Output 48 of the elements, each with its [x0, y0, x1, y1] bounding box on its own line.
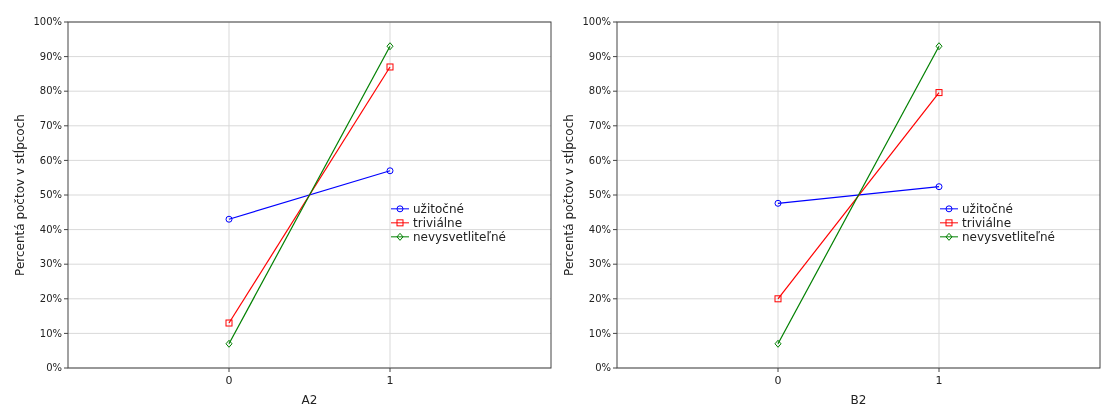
point	[774, 199, 782, 207]
point	[935, 89, 943, 97]
y-tick-label: 90%	[39, 50, 62, 62]
legend-label: nevysvetliteľné	[413, 230, 506, 245]
point	[386, 167, 394, 175]
x-axis-title: A2	[301, 393, 318, 407]
y-tick-label: 20%	[39, 293, 62, 304]
legend-label: triviálne	[962, 216, 1012, 231]
y-tick-label: 0%	[46, 362, 62, 374]
y-tick-label: 50%	[588, 189, 611, 201]
x-tick-label: 1	[386, 374, 394, 387]
y-tick-label: 70%	[39, 120, 62, 131]
y-tick-label: 0%	[595, 362, 611, 374]
y-tick-label: 80%	[588, 85, 611, 97]
point	[386, 42, 394, 51]
point	[935, 183, 943, 191]
y-tick-label: 40%	[39, 223, 62, 235]
point	[774, 295, 782, 303]
y-tick-label: 50%	[39, 189, 62, 201]
point	[935, 42, 943, 51]
y-tick-label: 10%	[588, 327, 611, 339]
y-tick-label: 100%	[33, 16, 62, 28]
point	[774, 339, 782, 348]
legend-label: triviálne	[413, 216, 463, 231]
y-tick-label: 30%	[588, 258, 611, 270]
point	[225, 319, 233, 327]
x-tick-label: 0	[225, 374, 233, 387]
y-axis-title: Percentá počtov v stĺpcoch	[12, 114, 27, 276]
legend-label: užitočné	[962, 202, 1013, 217]
point	[225, 215, 233, 223]
x-tick-label: 0	[774, 374, 782, 387]
y-tick-label: 60%	[588, 154, 611, 166]
y-axis-title: Percentá počtov v stĺpcoch	[561, 114, 576, 276]
y-tick-label: 100%	[582, 16, 611, 28]
y-tick-label: 40%	[588, 223, 611, 235]
y-tick-label: 70%	[588, 120, 611, 131]
y-tick-label: 20%	[588, 293, 611, 304]
y-tick-label: 90%	[588, 50, 611, 62]
x-axis-title: B2	[850, 393, 867, 407]
y-tick-label: 60%	[39, 154, 62, 166]
y-tick-label: 30%	[39, 258, 62, 270]
y-tick-label: 80%	[39, 85, 62, 97]
legend-label: nevysvetliteľné	[962, 230, 1055, 245]
point	[386, 63, 394, 71]
point	[225, 339, 233, 348]
y-tick-label: 10%	[39, 327, 62, 339]
x-tick-label: 1	[935, 374, 943, 387]
legend-label: užitočné	[413, 202, 464, 217]
